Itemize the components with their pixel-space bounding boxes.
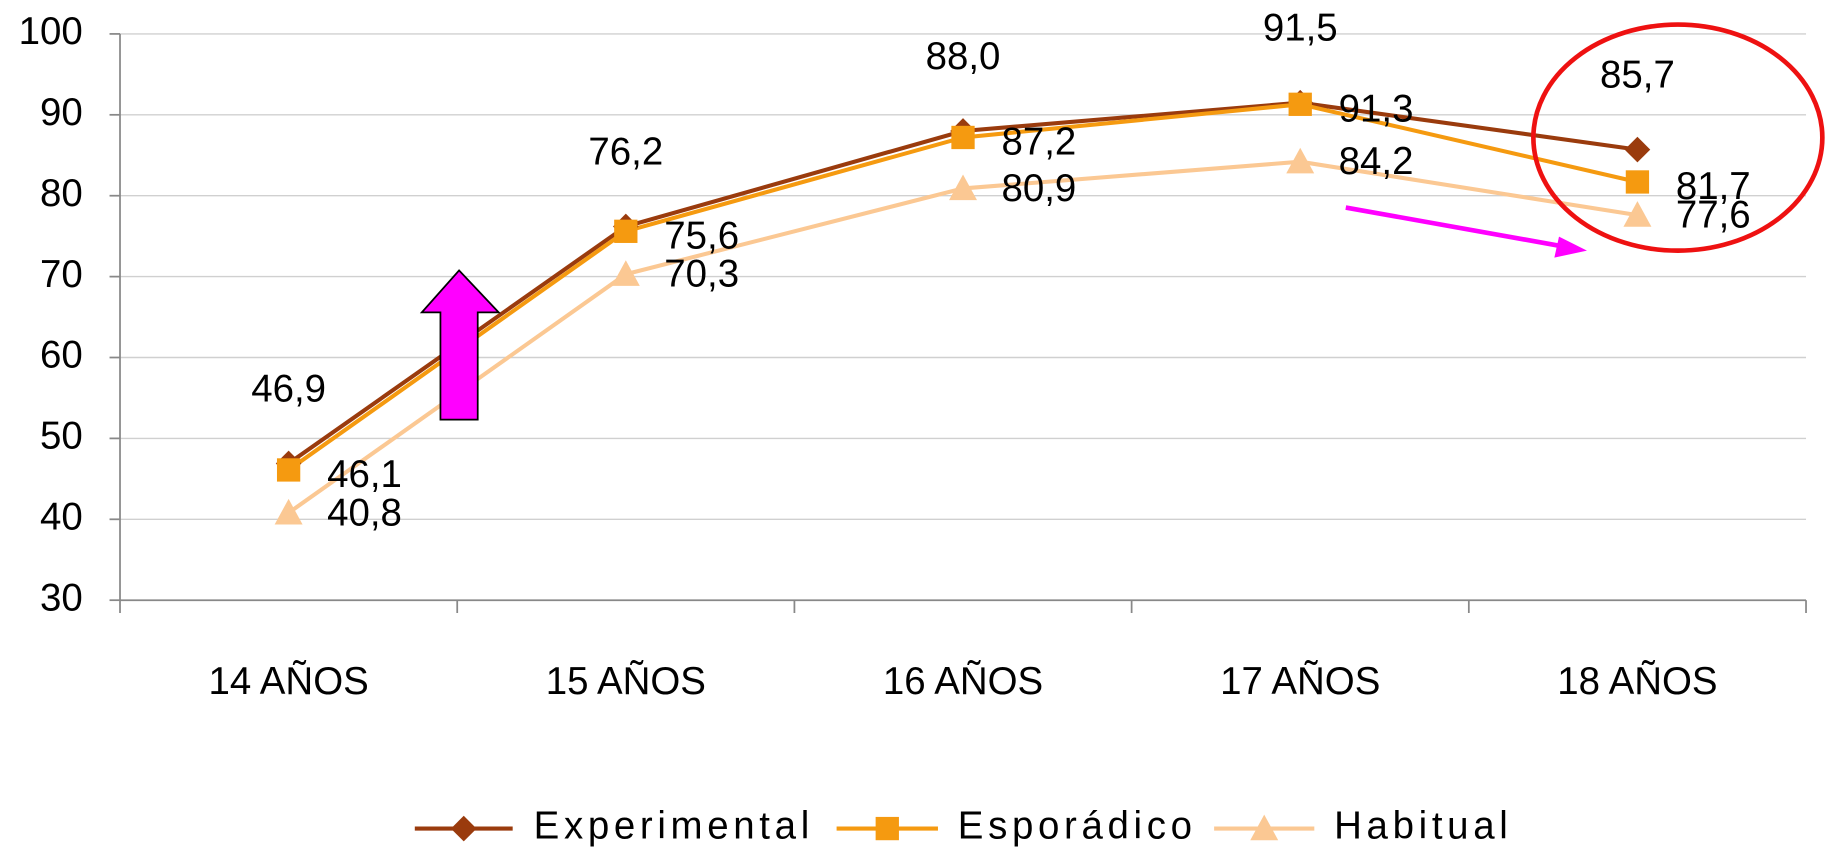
marker <box>1625 170 1650 194</box>
y-tick-label: 50 <box>40 415 83 458</box>
marker <box>274 498 303 525</box>
down-arrow <box>1345 205 1568 250</box>
y-tick-label: 100 <box>19 10 83 53</box>
data-label: 88,0 <box>926 35 1001 78</box>
y-tick-label: 90 <box>40 91 83 134</box>
data-label: 77,6 <box>1676 194 1751 237</box>
y-tick-label: 70 <box>40 253 83 296</box>
data-label: 91,3 <box>1339 87 1414 130</box>
data-label: 46,9 <box>251 367 326 410</box>
y-tick-label: 30 <box>40 576 83 619</box>
y-tick-label: 40 <box>40 495 83 538</box>
down-arrow-head <box>1554 236 1587 258</box>
marker <box>1250 814 1279 841</box>
y-tick-label: 60 <box>40 334 83 377</box>
data-label: 84,2 <box>1339 140 1414 183</box>
data-label: 76,2 <box>588 130 663 173</box>
marker <box>1624 136 1651 163</box>
y-tick-label: 80 <box>40 172 83 215</box>
marker <box>1286 147 1315 174</box>
marker <box>611 260 640 286</box>
highlight-ellipse <box>1531 22 1825 253</box>
x-tick-label: 15 AÑOS <box>546 660 706 703</box>
legend-text: Experimental <box>534 805 814 848</box>
marker <box>875 816 899 841</box>
series-line <box>287 100 1638 466</box>
data-label: 81,7 <box>1676 165 1751 208</box>
marker <box>276 458 301 482</box>
grid <box>109 33 1807 614</box>
data-label: 40,8 <box>327 491 402 534</box>
marker <box>1623 201 1652 227</box>
x-tick-label: 16 AÑOS <box>883 660 1043 703</box>
up-arrow <box>419 269 501 421</box>
series-line <box>287 102 1638 472</box>
data-label: 80,9 <box>1001 167 1076 210</box>
x-tick-label: 18 AÑOS <box>1557 660 1717 703</box>
marker <box>614 219 638 243</box>
data-label: 46,1 <box>327 453 402 496</box>
data-label: 75,6 <box>664 214 739 257</box>
data-label: 70,3 <box>664 253 739 296</box>
data-label: 87,2 <box>1001 121 1076 164</box>
series-line <box>287 159 1638 515</box>
x-tick-label: 17 AÑOS <box>1220 660 1380 703</box>
legend-text: Esporádico <box>958 805 1197 848</box>
marker <box>450 815 477 842</box>
marker <box>951 125 975 150</box>
data-label: 91,5 <box>1263 7 1338 50</box>
data-label: 85,7 <box>1600 54 1675 97</box>
marker <box>949 174 978 201</box>
legend-text: Habitual <box>1334 805 1512 848</box>
marker <box>1288 92 1312 116</box>
x-tick-label: 14 AÑOS <box>208 660 368 703</box>
lines <box>274 89 1652 525</box>
